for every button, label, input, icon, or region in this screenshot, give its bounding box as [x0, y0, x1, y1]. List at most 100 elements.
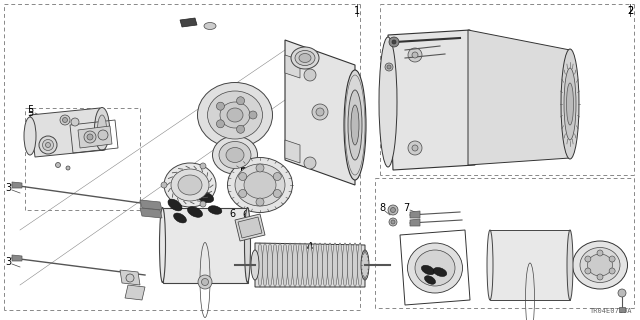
Circle shape: [161, 182, 167, 188]
Ellipse shape: [262, 243, 268, 287]
Ellipse shape: [333, 243, 337, 287]
Ellipse shape: [351, 105, 359, 145]
Circle shape: [390, 207, 396, 212]
Ellipse shape: [487, 230, 493, 300]
Text: 6: 6: [242, 210, 248, 220]
Ellipse shape: [317, 243, 323, 287]
Polygon shape: [619, 307, 625, 312]
Circle shape: [316, 108, 324, 116]
Polygon shape: [12, 255, 22, 261]
Text: 7: 7: [403, 203, 409, 213]
Ellipse shape: [573, 241, 627, 289]
Text: 2: 2: [627, 6, 633, 16]
Ellipse shape: [295, 51, 315, 66]
Circle shape: [216, 120, 225, 128]
Text: 1: 1: [354, 6, 360, 16]
Ellipse shape: [159, 207, 166, 283]
Ellipse shape: [268, 243, 273, 287]
Circle shape: [237, 97, 244, 105]
Ellipse shape: [292, 243, 298, 287]
Ellipse shape: [227, 108, 243, 122]
Circle shape: [256, 164, 264, 172]
Bar: [490, 230, 570, 300]
Ellipse shape: [282, 243, 287, 287]
Ellipse shape: [323, 243, 328, 287]
Text: 4: 4: [307, 242, 313, 252]
Circle shape: [98, 130, 108, 140]
Text: 8: 8: [379, 203, 385, 213]
Ellipse shape: [177, 184, 193, 196]
Ellipse shape: [561, 49, 579, 159]
Ellipse shape: [278, 243, 282, 287]
Circle shape: [304, 157, 316, 169]
Polygon shape: [468, 30, 570, 165]
Ellipse shape: [168, 199, 182, 211]
Polygon shape: [120, 270, 140, 285]
Ellipse shape: [204, 22, 216, 29]
Circle shape: [256, 198, 264, 206]
Ellipse shape: [212, 136, 257, 174]
Polygon shape: [255, 243, 365, 287]
Ellipse shape: [564, 68, 576, 140]
Ellipse shape: [208, 206, 222, 214]
Text: E-6: E-6: [240, 167, 256, 177]
Circle shape: [60, 115, 70, 125]
Circle shape: [84, 131, 96, 143]
Ellipse shape: [353, 243, 358, 287]
Circle shape: [216, 102, 225, 110]
Polygon shape: [238, 217, 262, 238]
Ellipse shape: [424, 276, 435, 284]
Ellipse shape: [580, 247, 620, 283]
Circle shape: [392, 40, 396, 44]
Circle shape: [249, 111, 257, 119]
Ellipse shape: [207, 91, 262, 139]
Ellipse shape: [235, 164, 285, 206]
Polygon shape: [78, 126, 112, 148]
Circle shape: [585, 268, 591, 274]
Ellipse shape: [257, 243, 262, 287]
Ellipse shape: [298, 243, 303, 287]
Ellipse shape: [337, 243, 342, 287]
Circle shape: [389, 218, 397, 226]
Ellipse shape: [173, 213, 186, 223]
Ellipse shape: [567, 230, 573, 300]
Ellipse shape: [188, 207, 202, 217]
Ellipse shape: [226, 148, 244, 163]
Circle shape: [237, 125, 244, 133]
Ellipse shape: [56, 163, 61, 167]
Text: 3: 3: [5, 183, 11, 193]
Ellipse shape: [342, 243, 348, 287]
Circle shape: [200, 201, 206, 207]
Ellipse shape: [588, 254, 612, 276]
Polygon shape: [388, 30, 475, 170]
Ellipse shape: [251, 250, 259, 280]
Polygon shape: [125, 285, 145, 300]
Circle shape: [408, 141, 422, 155]
Text: 4: 4: [307, 243, 313, 253]
Circle shape: [239, 189, 246, 197]
Circle shape: [312, 104, 328, 120]
Ellipse shape: [95, 108, 109, 150]
Ellipse shape: [348, 90, 362, 160]
Circle shape: [597, 250, 603, 256]
Ellipse shape: [379, 37, 397, 167]
Ellipse shape: [244, 207, 250, 283]
Bar: [163, 207, 248, 283]
Ellipse shape: [198, 83, 273, 148]
Ellipse shape: [97, 115, 106, 143]
Circle shape: [126, 274, 134, 282]
Ellipse shape: [227, 157, 292, 212]
Circle shape: [609, 256, 615, 262]
Ellipse shape: [24, 117, 36, 155]
Polygon shape: [410, 211, 420, 218]
Circle shape: [597, 274, 603, 280]
Ellipse shape: [171, 169, 209, 201]
Polygon shape: [235, 214, 265, 241]
Ellipse shape: [408, 243, 463, 293]
Ellipse shape: [328, 243, 333, 287]
Text: 2: 2: [627, 6, 633, 16]
Ellipse shape: [303, 243, 307, 287]
Circle shape: [389, 37, 399, 47]
Ellipse shape: [344, 70, 366, 180]
Ellipse shape: [299, 53, 311, 62]
